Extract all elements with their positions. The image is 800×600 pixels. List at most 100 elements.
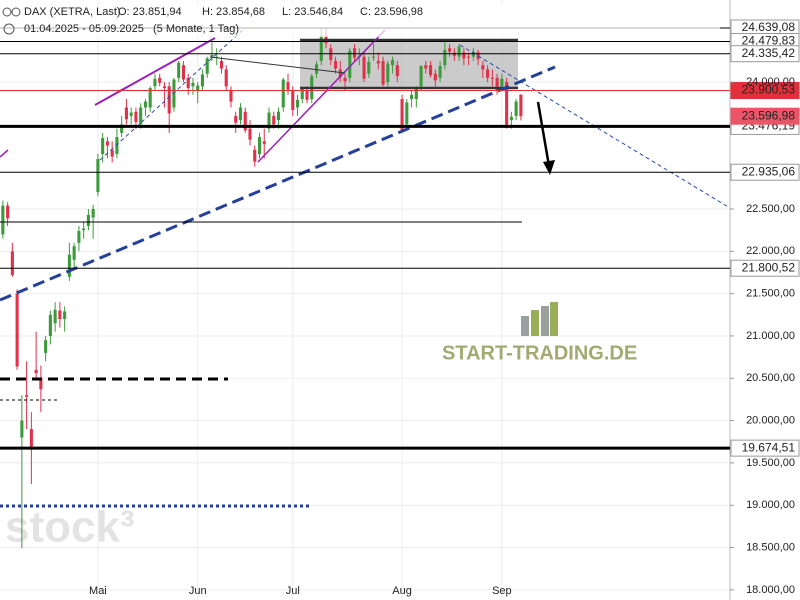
trend-line: [94, 37, 216, 106]
candle-body: [1, 205, 5, 235]
candle-body: [67, 254, 71, 277]
candle-body: [77, 231, 81, 243]
level-label: 19.674,51: [742, 440, 796, 454]
candle-body: [120, 124, 124, 133]
levels: 24.639,0824.479,8324.335,4223.900,5323.4…: [0, 19, 800, 457]
candle-body: [348, 50, 352, 78]
candle-body: [86, 214, 90, 226]
level-label-box: [730, 82, 800, 100]
candle-body: [338, 69, 342, 78]
candle-body: [505, 82, 509, 126]
x-tick-label: Sep: [492, 585, 512, 597]
candle-body: [148, 88, 152, 108]
candle-body: [295, 99, 300, 108]
candle-body: [457, 46, 461, 57]
candle-body: [25, 395, 29, 397]
candle-body: [319, 35, 323, 61]
header-close: C: 23.596,98: [360, 6, 423, 18]
candle-body: [134, 111, 138, 122]
candle-body: [262, 141, 266, 144]
y-tick-label: 19.000,00: [746, 499, 795, 511]
header-symbol: DAX (XETRA, Last): [24, 6, 121, 18]
level-label-box: [730, 107, 800, 125]
logo-bar: [521, 316, 529, 336]
candle-body: [200, 74, 205, 87]
candle-body: [286, 82, 290, 90]
range-box: [300, 40, 518, 88]
candle-body: [486, 69, 490, 78]
header-icon: [11, 7, 21, 17]
candle-body: [500, 78, 504, 87]
candle-body: [381, 60, 385, 85]
y-tick-label: 21.500,00: [746, 288, 795, 300]
candle-body: [291, 90, 295, 111]
candle-body: [314, 64, 319, 74]
level-label-box: [730, 45, 800, 63]
candle-body: [519, 94, 523, 117]
candle-body: [53, 309, 57, 324]
candle-body: [272, 115, 276, 125]
header-high: H: 23.854,68: [202, 6, 265, 18]
candle-body: [153, 78, 157, 87]
candle-body: [414, 88, 418, 100]
candle-body: [419, 66, 423, 87]
level-label: 23.596,98: [742, 108, 796, 122]
arrow-shaft: [536, 101, 551, 167]
candle-body: [110, 149, 114, 157]
candle-body: [276, 111, 281, 121]
x-tick-label: Jul: [286, 585, 300, 597]
candle-body: [196, 85, 200, 91]
candle-body: [224, 69, 228, 87]
header: DAX (XETRA, Last) O: 23.851,94 H: 23.854…: [0, 3, 720, 37]
candle-body: [367, 61, 371, 74]
brand-watermark: stock³: [5, 503, 135, 552]
candle-body: [105, 141, 109, 146]
level-label: 21.800,52: [742, 260, 796, 274]
candle-body: [386, 63, 390, 83]
candle-body: [82, 228, 86, 231]
candle-body: [448, 48, 452, 52]
drawings: [0, 27, 731, 508]
header-period: (5 Monate, 1 Tag): [153, 23, 239, 35]
candle-body: [20, 420, 24, 438]
candle-body: [129, 112, 133, 116]
candle-body: [481, 65, 485, 70]
y-tick-label: 22.500,00: [746, 203, 795, 215]
candle-body: [177, 62, 181, 78]
candle-body: [143, 101, 147, 108]
level-label: 24.335,42: [742, 46, 796, 60]
candle-body: [438, 66, 442, 78]
candle-body: [229, 90, 233, 102]
level-label-box: [730, 259, 800, 277]
level-label: 23.900,53: [742, 83, 796, 97]
helper-line: [209, 56, 346, 74]
candle-body: [376, 60, 380, 64]
candle-body: [48, 314, 52, 336]
candle-body: [467, 56, 471, 58]
level-label: 24.639,08: [742, 20, 796, 34]
level-label: 24.479,83: [742, 34, 796, 48]
candle-body: [167, 86, 171, 114]
y-axis-panel: [730, 0, 800, 600]
candle-body: [333, 60, 338, 69]
candle-body: [58, 310, 62, 320]
trend-line: [257, 29, 386, 163]
candle-body: [429, 65, 433, 76]
candle-body: [172, 79, 176, 108]
candle-body: [495, 77, 499, 91]
level-label-box: [730, 439, 800, 457]
candle-body: [139, 107, 143, 125]
trend-line: [0, 149, 9, 158]
header-low: L: 23.546,84: [282, 6, 343, 18]
candle-body: [186, 77, 190, 89]
candle-body: [305, 90, 309, 100]
channel-line: [99, 27, 246, 161]
candle-body: [101, 137, 105, 155]
candle-body: [243, 111, 247, 131]
candles: [1, 27, 523, 549]
candle-body: [343, 77, 347, 82]
candle-body: [158, 77, 162, 83]
candle-body: [257, 137, 262, 155]
